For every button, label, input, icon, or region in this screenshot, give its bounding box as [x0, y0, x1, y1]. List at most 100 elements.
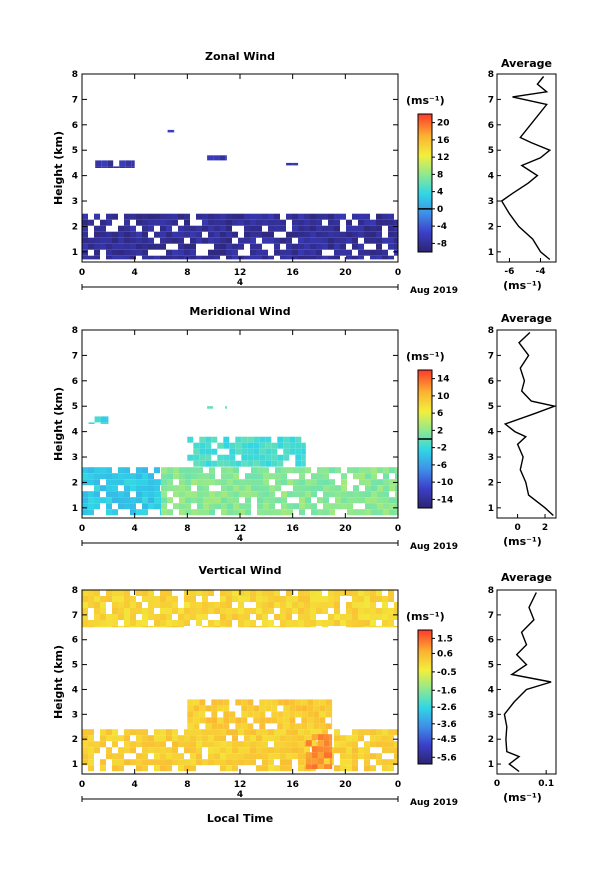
vertical-cell — [220, 590, 226, 596]
vertical-cell — [172, 620, 178, 626]
vertical-cell — [142, 614, 148, 620]
meridional-cell — [167, 497, 173, 504]
meridional-cell — [227, 473, 233, 480]
vertical-cell — [82, 735, 88, 742]
vertical-cell — [307, 723, 314, 730]
vertical-cell — [340, 747, 346, 754]
vertical-cell — [112, 608, 118, 614]
vertical-cell — [214, 747, 220, 754]
vertical-cell — [319, 705, 326, 712]
zonal-cell — [202, 213, 208, 220]
meridional-cell — [275, 497, 281, 504]
zonal-cell — [394, 219, 398, 226]
zonal-cell — [202, 219, 208, 226]
zonal-avg-xtick-label: -4 — [535, 267, 545, 277]
vertical-cell — [112, 753, 118, 760]
meridional-cell — [154, 479, 160, 486]
meridional-cell — [173, 485, 179, 492]
vertical-cell — [124, 759, 130, 766]
vertical-cell — [313, 717, 320, 724]
vertical-cell — [311, 746, 318, 753]
zonal-cell — [346, 225, 352, 232]
zonal-cell — [322, 213, 328, 220]
vertical-cell — [388, 765, 394, 772]
meridional-cell — [136, 473, 142, 480]
meridional-cell — [347, 497, 353, 504]
vertical-cell — [88, 590, 94, 596]
zonal-cell — [370, 231, 376, 238]
vertical-cell — [364, 747, 370, 754]
vertical-cell — [217, 699, 224, 706]
vertical-cell — [136, 753, 142, 760]
vertical-cell — [323, 746, 330, 753]
zonal-ytick-label: 6 — [72, 121, 78, 131]
vertical-cell — [295, 705, 302, 712]
zonal-cell — [106, 255, 112, 260]
vertical-cell — [317, 746, 324, 753]
meridional-cell — [215, 479, 221, 486]
vertical-colorbar-tick-label: -0.5 — [437, 668, 457, 678]
vertical-cell — [82, 608, 88, 614]
vertical-cell — [244, 747, 250, 754]
vertical-cell — [124, 741, 130, 748]
zonal-cell — [286, 255, 292, 260]
meridional-cell — [223, 442, 230, 449]
zonal-cell — [304, 231, 310, 238]
zonal-cell — [112, 231, 118, 238]
vertical-cell — [142, 765, 148, 772]
zonal-cell — [172, 213, 178, 220]
meridional-cell — [124, 485, 130, 492]
zonal-cell — [82, 219, 88, 226]
zonal-cell — [214, 219, 220, 226]
meridional-cell — [275, 467, 281, 474]
vertical-cell — [334, 747, 340, 754]
meridional-cell — [106, 467, 112, 474]
meridional-cell — [283, 454, 290, 461]
vertical-cell — [346, 735, 352, 742]
meridional-cell — [161, 479, 167, 486]
vertical-ytick-label: 3 — [72, 710, 78, 720]
meridional-cell — [215, 491, 221, 498]
zonal-cell — [178, 237, 184, 244]
meridional-cell — [245, 509, 251, 516]
meridional-cell — [335, 467, 341, 474]
vertical-cell — [118, 753, 124, 760]
meridional-cell — [353, 467, 359, 474]
vertical-cell — [280, 753, 286, 760]
vertical-cell — [229, 717, 236, 724]
vertical-cell — [382, 626, 388, 628]
zonal-cell — [124, 237, 130, 244]
vertical-avg-ytick-label: 4 — [488, 685, 494, 695]
zonal-cell — [322, 225, 328, 232]
meridional-cell — [167, 479, 173, 486]
meridional-cell — [221, 509, 227, 516]
meridional-cell — [197, 497, 203, 504]
vertical-cell — [280, 602, 286, 608]
zonal-cell — [328, 243, 334, 250]
meridional-colorbar-tick-label: 14 — [437, 375, 450, 385]
meridional-cell — [365, 503, 371, 510]
meridional-cell — [233, 497, 239, 504]
zonal-cell — [358, 231, 364, 238]
meridional-cell — [88, 497, 94, 504]
meridional-colorbar-tick-label: 6 — [437, 409, 443, 419]
zonal-cell — [376, 225, 382, 232]
zonal-cell — [106, 243, 112, 250]
zonal-cell — [238, 219, 244, 226]
zonal-cell — [298, 237, 304, 244]
meridional-cell — [88, 509, 94, 516]
zonal-cell — [358, 249, 364, 256]
vertical-cell — [220, 759, 226, 766]
vertical-cell — [202, 626, 208, 628]
vertical-cell — [190, 602, 196, 608]
vertical-cell — [331, 723, 333, 730]
vertical-avg-xtick-label: 0 — [494, 779, 500, 789]
vertical-cell — [226, 753, 232, 760]
meridional-cell — [395, 473, 398, 480]
vertical-cell — [238, 753, 244, 760]
zonal-cell — [207, 155, 214, 161]
vertical-cell — [274, 753, 280, 760]
vertical-cell — [268, 729, 274, 736]
zonal-cell — [154, 243, 160, 250]
vertical-cell — [280, 608, 286, 614]
